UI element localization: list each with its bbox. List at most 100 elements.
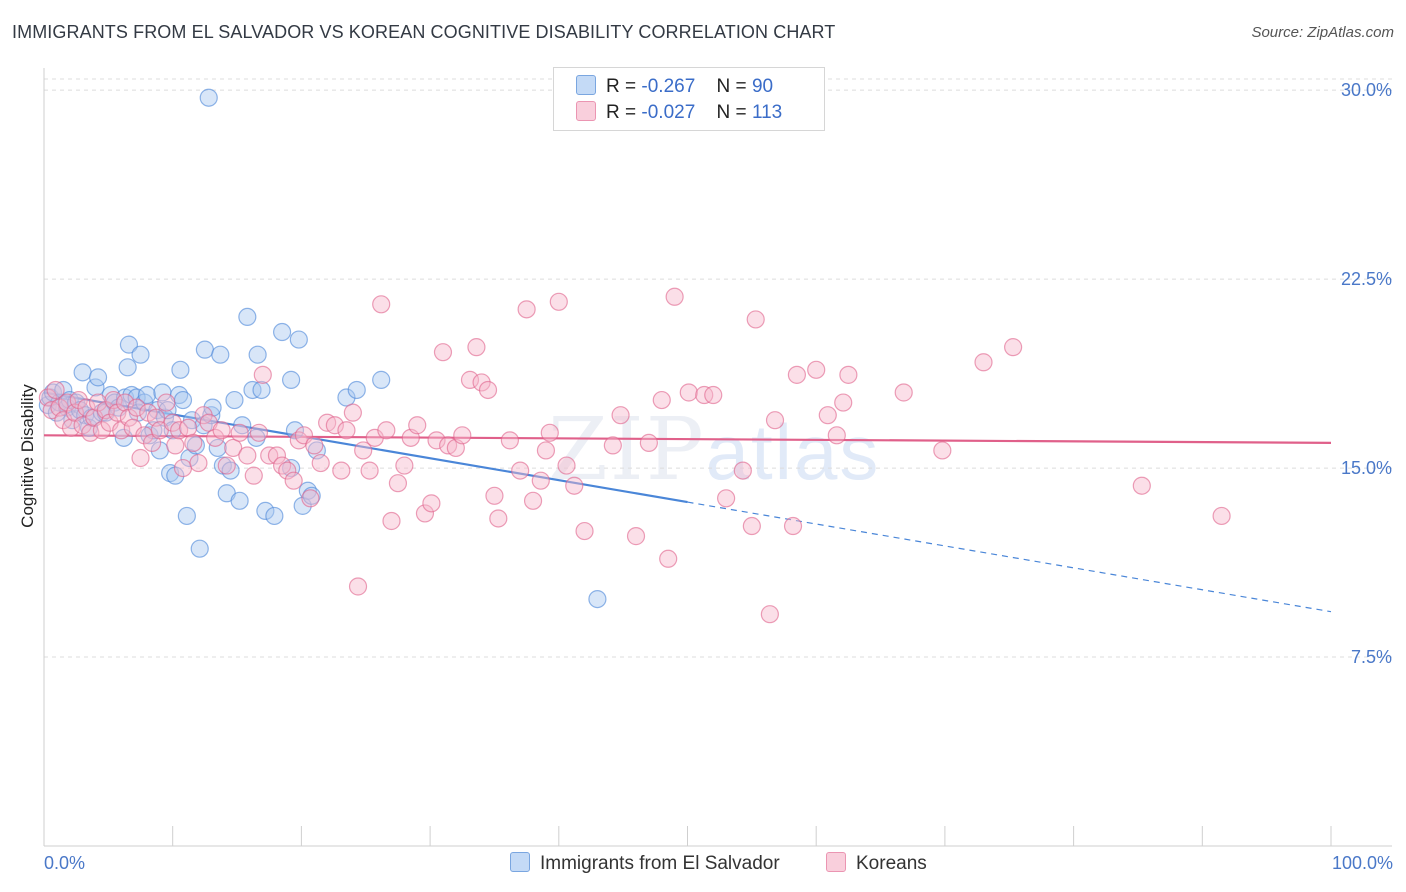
point-koreans — [511, 461, 530, 480]
point-koreans — [88, 393, 108, 412]
point-el-salvador — [211, 345, 230, 364]
y-tick-label: 7.5% — [1351, 647, 1392, 667]
point-koreans — [478, 380, 498, 400]
point-koreans — [244, 466, 263, 485]
point-koreans — [540, 423, 559, 442]
point-koreans — [1212, 506, 1231, 526]
point-koreans — [260, 446, 279, 465]
point-koreans — [272, 456, 292, 475]
x-tick-label: 0.0% — [44, 853, 85, 873]
point-koreans — [839, 365, 858, 384]
point-el-salvador — [190, 539, 209, 558]
point-koreans — [765, 411, 785, 430]
point-koreans — [460, 370, 480, 389]
point-koreans — [249, 423, 269, 442]
point-koreans — [746, 310, 765, 329]
point-el-salvador — [289, 330, 308, 349]
point-koreans — [422, 494, 441, 513]
legend-n-value: 90 — [751, 76, 774, 97]
point-el-salvador — [337, 388, 356, 407]
point-koreans — [427, 431, 446, 450]
source-credit: Source: ZipAtlas.com — [1251, 24, 1394, 41]
point-koreans — [311, 453, 330, 473]
point-koreans — [611, 406, 630, 425]
legend-n-value: 113 — [751, 102, 783, 123]
tick-labels: 7.5% 15.0% 22.5% 30.0% 0.0% 100.0% — [44, 80, 1393, 873]
point-koreans — [783, 516, 803, 536]
point-koreans — [58, 393, 77, 412]
point-koreans — [787, 365, 806, 384]
point-koreans — [224, 438, 243, 458]
point-koreans — [717, 489, 736, 508]
point-el-salvador — [272, 322, 292, 342]
axes — [43, 68, 1392, 847]
point-koreans — [665, 287, 684, 306]
point-koreans — [894, 383, 913, 402]
point-el-salvador — [173, 390, 193, 410]
point-koreans — [704, 385, 723, 405]
data-points — [38, 88, 1231, 624]
legend-swatch-blue — [576, 75, 596, 95]
point-el-salvador — [248, 345, 267, 364]
point-koreans — [679, 383, 698, 402]
point-el-salvador — [194, 416, 213, 435]
point-el-salvador — [347, 380, 366, 400]
point-koreans — [206, 428, 225, 447]
point-koreans — [531, 471, 550, 490]
point-koreans — [517, 300, 536, 319]
point-koreans — [807, 360, 826, 379]
point-el-salvador — [247, 428, 266, 447]
point-el-salvador — [118, 358, 137, 377]
point-koreans — [238, 446, 257, 465]
legend-item-koreans[interactable]: Koreans — [826, 852, 927, 875]
point-koreans — [179, 418, 198, 437]
point-el-salvador — [119, 335, 139, 354]
point-koreans — [354, 441, 373, 460]
legend-item-label: Koreans — [856, 853, 927, 874]
point-koreans — [131, 448, 150, 468]
point-koreans — [46, 380, 65, 400]
legend-swatch-pink — [576, 101, 596, 121]
point-el-salvador — [282, 370, 301, 389]
point-koreans — [388, 474, 408, 493]
point-koreans — [325, 416, 344, 435]
point-el-salvador — [265, 506, 284, 526]
point-koreans — [61, 418, 81, 437]
point-koreans — [549, 292, 568, 311]
point-koreans — [157, 393, 176, 412]
y-tick-label: 22.5% — [1341, 269, 1392, 289]
y-tick-label: 30.0% — [1341, 80, 1392, 100]
point-koreans — [827, 426, 846, 445]
correlation-legend: R = -0.267 N = 90 R = -0.027 N = 113 — [553, 67, 825, 131]
point-koreans — [733, 461, 752, 480]
series-legend: Immigrants from El Salvador Koreans — [0, 852, 1406, 878]
point-koreans — [166, 436, 185, 455]
point-el-salvador — [88, 368, 108, 387]
point-koreans — [382, 511, 401, 531]
point-koreans — [305, 436, 324, 455]
point-koreans — [974, 353, 993, 372]
point-koreans — [127, 398, 146, 417]
point-koreans — [565, 476, 584, 495]
point-el-salvador — [73, 363, 92, 382]
point-el-salvador — [588, 589, 607, 609]
point-koreans — [575, 521, 594, 541]
legend-row-el-salvador: R = -0.267 N = 90 — [576, 75, 773, 101]
point-koreans — [77, 398, 96, 417]
point-koreans — [453, 426, 472, 445]
point-koreans — [278, 461, 297, 480]
point-koreans — [332, 461, 351, 480]
point-koreans — [212, 421, 231, 440]
point-koreans — [348, 577, 368, 596]
point-koreans — [523, 491, 543, 510]
point-koreans — [184, 433, 203, 452]
point-koreans — [372, 295, 391, 314]
point-el-salvador — [225, 390, 244, 410]
legend-n-label: N = — [716, 102, 747, 123]
point-el-salvador — [177, 506, 196, 526]
legend-item-el-salvador[interactable]: Immigrants from El Salvador — [510, 852, 780, 875]
point-koreans — [603, 436, 622, 455]
point-koreans — [253, 365, 272, 384]
point-koreans — [284, 471, 303, 490]
